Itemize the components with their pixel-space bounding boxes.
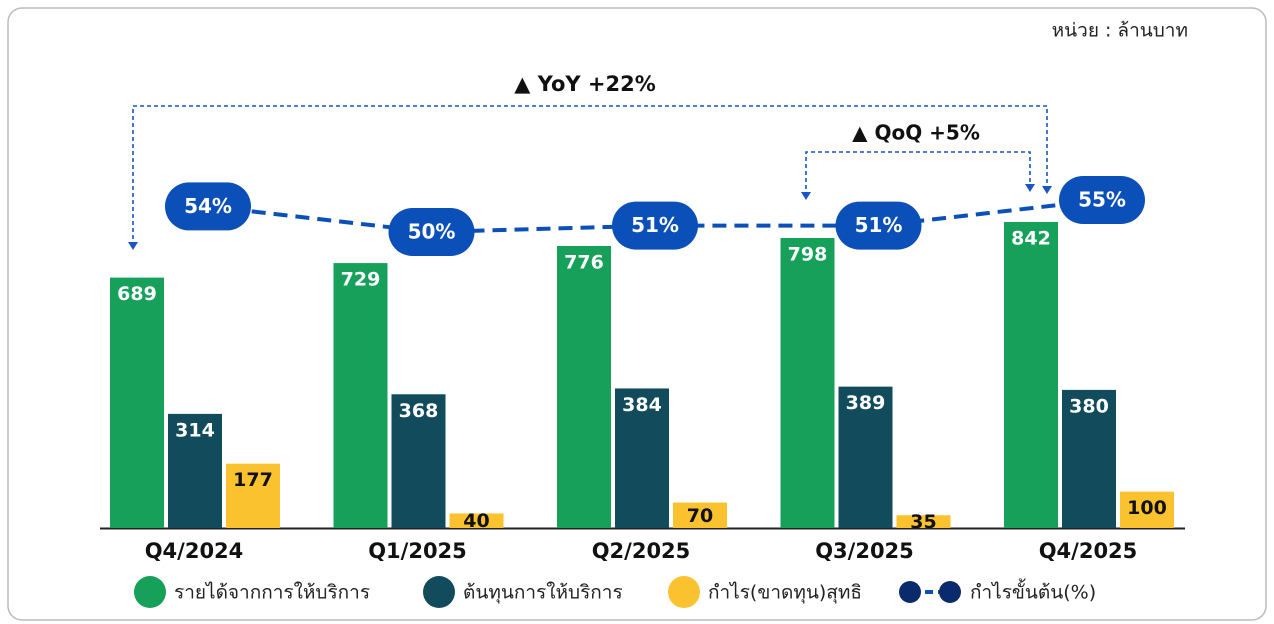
bar-label: 314 <box>175 419 215 441</box>
bar-label: 368 <box>399 400 439 422</box>
bar-label: 389 <box>846 392 886 414</box>
bar <box>1062 389 1116 528</box>
margin-pill <box>165 182 251 231</box>
bar-label: 776 <box>564 252 604 274</box>
bar <box>615 388 669 528</box>
bar <box>838 386 893 528</box>
x-tick-label: Q3/2025 <box>815 539 914 563</box>
legend-label: กำไรขั้นต้น(%) <box>970 579 1096 604</box>
bar-label: 35 <box>910 511 936 533</box>
bar-label: 384 <box>622 394 662 416</box>
x-tick-label: Q2/2025 <box>592 539 691 563</box>
margin-label: 51% <box>631 213 679 237</box>
bar-label: 40 <box>463 510 489 532</box>
bar-label: 729 <box>341 269 381 291</box>
yoy-bracket <box>132 105 1048 246</box>
x-tick-label: Q4/2025 <box>1039 539 1138 563</box>
qoq-annotation: ▲ QoQ +5% <box>852 121 980 145</box>
bar-label: 380 <box>1069 395 1109 417</box>
x-tick-label: Q4/2024 <box>145 539 244 563</box>
legend-swatch <box>423 576 455 608</box>
margin-label: 51% <box>855 213 903 237</box>
legend-dot <box>939 581 961 603</box>
bar-label: 70 <box>687 505 713 527</box>
bar <box>896 515 951 528</box>
unit-label: หน่วย : ล้านบาท <box>1052 20 1188 42</box>
bar-label: 177 <box>233 469 273 491</box>
bracket-arrows <box>128 184 1052 250</box>
yoy-annotation: ▲ YoY +22% <box>514 72 656 96</box>
legend-label: รายได้จากการให้บริการ <box>174 582 370 604</box>
margin-label: 55% <box>1078 188 1126 212</box>
bar <box>168 413 222 528</box>
margin-label: 50% <box>408 220 456 244</box>
x-tick-label: Q1/2025 <box>368 539 467 563</box>
margin-pill <box>1059 176 1145 224</box>
legend-dot <box>899 581 921 603</box>
legend-label: ต้นทุนการให้บริการ <box>463 582 623 605</box>
legend-swatch <box>134 576 166 608</box>
bar <box>1004 222 1058 528</box>
bar <box>391 394 446 528</box>
margin-pill <box>835 201 922 250</box>
bar-label: 842 <box>1011 228 1051 250</box>
bar <box>1120 491 1174 528</box>
legend-label: กำไร(ขาดทุน)สุทธิ <box>708 582 862 605</box>
margin-label: 54% <box>184 194 232 218</box>
bar-label: 798 <box>788 244 828 266</box>
bar <box>333 263 388 528</box>
bar <box>449 513 504 528</box>
bar-label: 689 <box>117 283 157 305</box>
bar <box>110 277 164 528</box>
bar <box>673 502 727 528</box>
bar-label: 100 <box>1127 497 1167 519</box>
margin-pill <box>612 201 698 250</box>
bar <box>557 246 611 529</box>
card <box>7 7 1267 621</box>
bar <box>780 238 835 528</box>
margin-pill <box>388 208 475 256</box>
bar <box>226 463 280 528</box>
legend-swatch <box>668 576 700 608</box>
